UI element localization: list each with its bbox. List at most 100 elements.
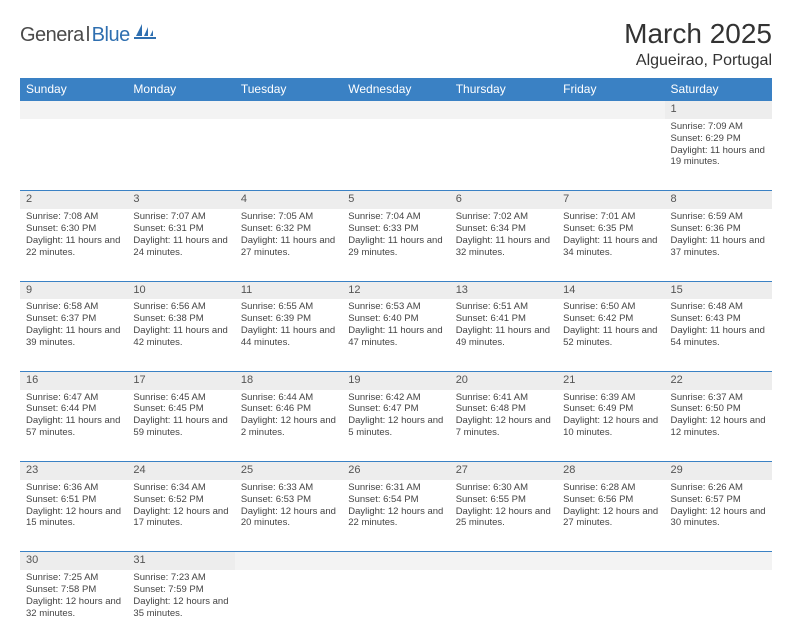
content-row: Sunrise: 6:36 AMSunset: 6:51 PM Daylight:… [20,480,772,552]
day-content-cell: Sunrise: 6:48 AMSunset: 6:43 PMDaylight:… [665,299,772,371]
sunset-line: Sunset: 6:34 PM [456,223,551,235]
day-number-cell [20,101,127,119]
sunrise-line: Sunrise: 6:45 AM [133,392,228,404]
day-number-cell: 22 [665,371,772,389]
day-number-cell: 19 [342,371,449,389]
day-number-cell: 24 [127,462,234,480]
sunrise-line: Sunrise: 6:42 AM [348,392,443,404]
sunrise-line: Sunrise: 6:53 AM [348,301,443,313]
calendar-body: 1 Sunrise: 7:09 AMSunset: 6:29 PMDayligh… [20,101,772,642]
day-number-cell [127,101,234,119]
daynum-row: 16171819202122 [20,371,772,389]
sail-icon [134,22,156,45]
sunset-line: Sunset: 6:53 PM [241,494,336,506]
sunset-line: Sunset: 6:38 PM [133,313,228,325]
daylight-line: Daylight: 11 hours and 54 minutes. [671,325,766,349]
weekday-header-row: SundayMondayTuesdayWednesdayThursdayFrid… [20,78,772,101]
day-number-cell: 12 [342,281,449,299]
daylight-line: Daylight: 11 hours and 29 minutes. [348,235,443,259]
sunset-line: Sunset: 6:41 PM [456,313,551,325]
daynum-row: 23242526272829 [20,462,772,480]
day-content-cell [557,570,664,642]
sunset-line: Sunset: 6:51 PM [26,494,121,506]
sunrise-line: Sunrise: 7:09 AM [671,121,766,133]
day-number-cell: 27 [450,462,557,480]
day-number-cell [557,101,664,119]
day-number-cell: 28 [557,462,664,480]
sunset-line: Sunset: 6:42 PM [563,313,658,325]
weekday-header: Sunday [20,78,127,101]
daylight-line: Daylight: 12 hours and 2 minutes. [241,415,336,439]
day-content-cell: Sunrise: 6:51 AMSunset: 6:41 PMDaylight:… [450,299,557,371]
day-content-cell: Sunrise: 7:01 AMSunset: 6:35 PMDaylight:… [557,209,664,281]
day-content-cell: Sunrise: 6:28 AMSunset: 6:56 PMDaylight:… [557,480,664,552]
day-number-cell [450,552,557,570]
day-content-cell [20,119,127,191]
sunset-line: Sunset: 6:47 PM [348,403,443,415]
sunset-line: Sunset: 6:50 PM [671,403,766,415]
daylight-line: Daylight: 12 hours and 20 minutes. [241,506,336,530]
daynum-row: 1 [20,101,772,119]
sunset-line: Sunset: 6:57 PM [671,494,766,506]
day-number-cell: 17 [127,371,234,389]
day-number-cell [557,552,664,570]
daylight-line: Daylight: 11 hours and 57 minutes. [26,415,121,439]
day-content-cell: Sunrise: 6:30 AMSunset: 6:55 PMDaylight:… [450,480,557,552]
sunset-line: Sunset: 6:45 PM [133,403,228,415]
day-number-cell: 21 [557,371,664,389]
day-number-cell: 11 [235,281,342,299]
sunrise-line: Sunrise: 6:36 AM [26,482,121,494]
day-content-cell [342,570,449,642]
daylight-line: Daylight: 11 hours and 19 minutes. [671,145,766,169]
day-number-cell: 16 [20,371,127,389]
day-content-cell: Sunrise: 6:33 AMSunset: 6:53 PMDaylight:… [235,480,342,552]
sunset-line: Sunset: 6:32 PM [241,223,336,235]
sunset-line: Sunset: 6:35 PM [563,223,658,235]
sunset-line: Sunset: 7:59 PM [133,584,228,596]
month-title: March 2025 [624,18,772,50]
day-number-cell: 20 [450,371,557,389]
day-number-cell [235,101,342,119]
day-content-cell: Sunrise: 6:47 AMSunset: 6:44 PMDaylight:… [20,390,127,462]
day-number-cell: 31 [127,552,234,570]
content-row: Sunrise: 6:47 AMSunset: 6:44 PMDaylight:… [20,390,772,462]
day-content-cell: Sunrise: 7:25 AMSunset: 7:58 PMDaylight:… [20,570,127,642]
sunrise-line: Sunrise: 6:26 AM [671,482,766,494]
day-number-cell: 26 [342,462,449,480]
weekday-header: Friday [557,78,664,101]
day-number-cell: 2 [20,191,127,209]
day-content-cell: Sunrise: 6:39 AMSunset: 6:49 PMDaylight:… [557,390,664,462]
day-content-cell [557,119,664,191]
weekday-header: Wednesday [342,78,449,101]
sunset-line: Sunset: 6:40 PM [348,313,443,325]
day-number-cell [665,552,772,570]
day-content-cell: Sunrise: 7:08 AMSunset: 6:30 PMDaylight:… [20,209,127,281]
sunset-line: Sunset: 6:52 PM [133,494,228,506]
daylight-line: Daylight: 12 hours and 17 minutes. [133,506,228,530]
daylight-line: Daylight: 11 hours and 27 minutes. [241,235,336,259]
sunrise-line: Sunrise: 6:44 AM [241,392,336,404]
logo-text-dark: Genera [20,24,84,47]
day-content-cell: Sunrise: 6:45 AMSunset: 6:45 PMDaylight:… [127,390,234,462]
day-number-cell: 23 [20,462,127,480]
day-content-cell: Sunrise: 6:34 AMSunset: 6:52 PMDaylight:… [127,480,234,552]
day-content-cell: Sunrise: 6:42 AMSunset: 6:47 PMDaylight:… [342,390,449,462]
day-number-cell: 15 [665,281,772,299]
day-content-cell: Sunrise: 6:37 AMSunset: 6:50 PMDaylight:… [665,390,772,462]
daylight-line: Daylight: 12 hours and 5 minutes. [348,415,443,439]
sunrise-line: Sunrise: 6:55 AM [241,301,336,313]
daylight-line: Daylight: 11 hours and 49 minutes. [456,325,551,349]
sunset-line: Sunset: 7:58 PM [26,584,121,596]
day-content-cell: Sunrise: 6:53 AMSunset: 6:40 PMDaylight:… [342,299,449,371]
sunrise-line: Sunrise: 6:37 AM [671,392,766,404]
logo-text-l: l [86,24,90,47]
day-content-cell: Sunrise: 6:50 AMSunset: 6:42 PMDaylight:… [557,299,664,371]
daylight-line: Daylight: 11 hours and 59 minutes. [133,415,228,439]
daylight-line: Daylight: 11 hours and 24 minutes. [133,235,228,259]
day-number-cell: 8 [665,191,772,209]
daylight-line: Daylight: 11 hours and 37 minutes. [671,235,766,259]
sunrise-line: Sunrise: 7:02 AM [456,211,551,223]
day-number-cell: 29 [665,462,772,480]
daylight-line: Daylight: 12 hours and 27 minutes. [563,506,658,530]
day-content-cell: Sunrise: 6:59 AMSunset: 6:36 PMDaylight:… [665,209,772,281]
